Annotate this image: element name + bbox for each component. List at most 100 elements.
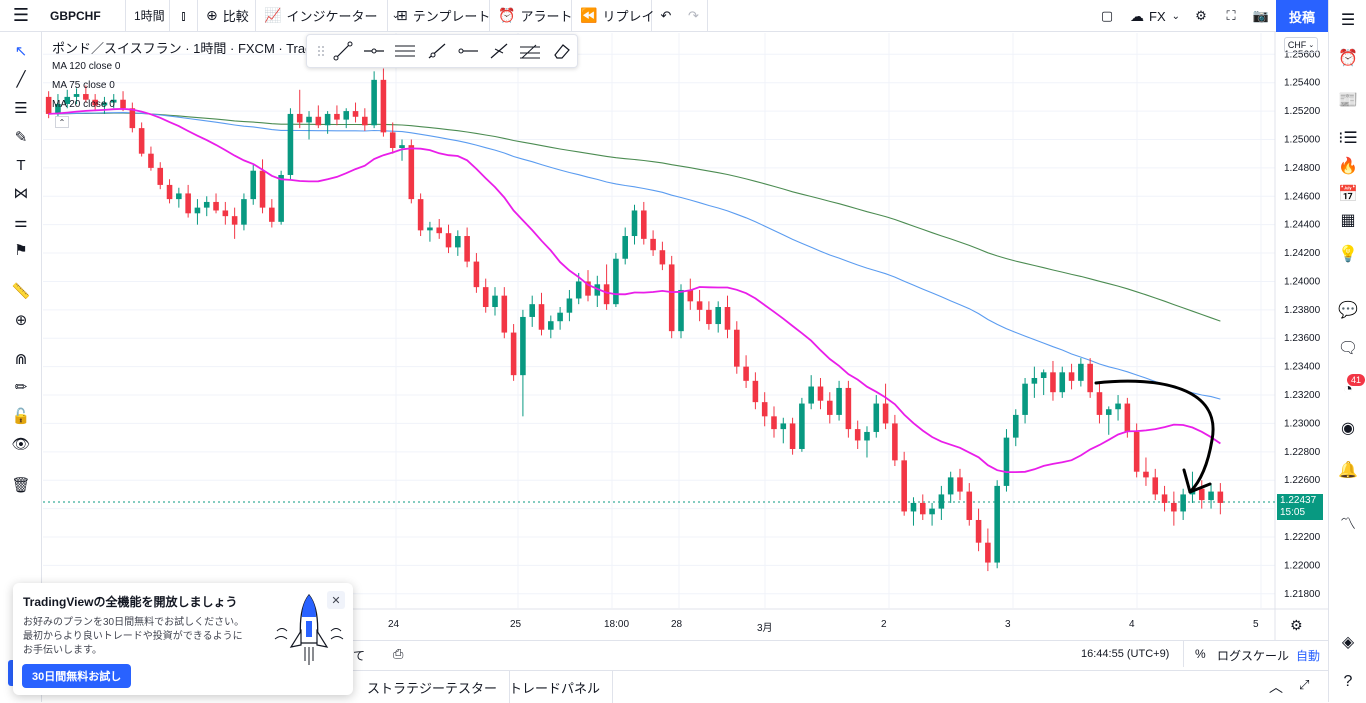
collapse-legend-button[interactable]: ⌃ — [55, 116, 69, 128]
ma120-legend[interactable]: MA 120 close 0 — [52, 61, 121, 72]
goto-date-icon[interactable]: ⎙ — [393, 646, 404, 661]
remove-tool[interactable]: 🗑 — [0, 472, 42, 498]
ma75-legend[interactable]: MA 75 close 0 — [52, 80, 115, 91]
notifications-button[interactable]: ◔ 41 — [1329, 374, 1366, 404]
calendar-grid-button[interactable]: ▦ — [1329, 206, 1366, 234]
pattern-tool[interactable]: ⋈ — [0, 180, 42, 206]
magnet-tool[interactable]: ⋒ — [0, 346, 42, 372]
ray-icon[interactable] — [421, 37, 452, 65]
compare-button[interactable]: ⊕ 比較 — [198, 0, 256, 32]
cursor-icon: ↖ — [14, 43, 28, 60]
post-button[interactable]: 投稿 — [1276, 0, 1328, 32]
help-button[interactable]: ? — [1329, 668, 1366, 696]
ma20-legend[interactable]: MA 20 close 0 — [52, 99, 115, 110]
auto-scale-toggle[interactable]: 自動 — [1296, 649, 1321, 663]
candle-body — [557, 312, 563, 322]
tab-trade-panel[interactable]: トレードパネル — [497, 671, 614, 703]
fx-button[interactable]: ☁ FX ⌄ — [1122, 0, 1186, 32]
info-line-icon[interactable] — [483, 37, 514, 65]
text-tool[interactable]: T — [0, 152, 42, 178]
object-tree-button[interactable]: ⁝☰ — [1329, 124, 1366, 152]
eraser-icon[interactable] — [546, 37, 577, 65]
redo-button[interactable]: ↷ — [680, 0, 708, 32]
news-button[interactable]: 📰 — [1329, 86, 1366, 114]
cursor-tool[interactable]: ↖ — [0, 38, 42, 64]
alert-bell-button[interactable]: 🔔 — [1329, 456, 1366, 484]
templates-button[interactable]: ⊞ テンプレート — [388, 0, 490, 32]
fib-tool[interactable]: ☰ — [0, 95, 42, 121]
axis-settings-button[interactable]: ⚙ — [1290, 617, 1303, 634]
close-icon: ✕ — [331, 594, 341, 607]
lock-tool[interactable]: 🔓 — [0, 403, 42, 429]
undo-button[interactable]: ↶ — [652, 0, 680, 32]
layers-button[interactable]: ◈ — [1329, 628, 1366, 656]
trendline-tool[interactable]: ╱ — [0, 66, 42, 92]
price-tick-label: 1.23600 — [1284, 333, 1321, 344]
drag-handle-icon[interactable] — [317, 37, 327, 65]
collapse-panel-button[interactable]: ︿ — [1269, 677, 1283, 697]
chat-button[interactable]: 💬 — [1329, 296, 1366, 324]
trendline-icon: ╱ — [16, 71, 26, 88]
candle-body — [306, 116, 312, 123]
streams-button[interactable]: ◉ — [1329, 414, 1366, 442]
stay-drawing-tool[interactable]: ✏ — [0, 374, 42, 400]
candle-body — [845, 387, 852, 430]
candle-body — [696, 301, 703, 310]
settings-button[interactable]: ⚙ — [1186, 0, 1216, 32]
fullscreen-button[interactable]: ⛶ — [1216, 0, 1246, 32]
time-tick-label: 3月 — [757, 623, 773, 634]
indicators-button[interactable]: 📈 インジケーター ⌄ — [256, 0, 400, 32]
hotlist-button[interactable]: 🔥 — [1329, 152, 1366, 180]
symbol-search[interactable]: GBPCHF — [42, 0, 126, 32]
icons-tool[interactable]: ⚑ — [0, 237, 42, 263]
messages-button[interactable]: 🗨 — [1329, 334, 1366, 362]
snapshot-button[interactable]: 📷 — [1246, 0, 1276, 32]
floating-drawing-toolbar — [306, 34, 578, 68]
tab-strategy-tester[interactable]: ストラテジーテスター — [355, 671, 511, 703]
replay-button[interactable]: ⏪ リプレイ — [572, 0, 654, 32]
zoom-tool[interactable]: ⊕ — [0, 307, 42, 333]
watchlist-button[interactable]: ☰ — [1329, 6, 1366, 34]
trade-button[interactable]: 〽 — [1329, 508, 1366, 536]
ideas-button[interactable]: 💡 — [1329, 240, 1366, 268]
candle-body — [687, 289, 694, 302]
currency-selector[interactable]: CHF ⌄ — [1284, 37, 1318, 53]
annotation-arrow[interactable] — [1094, 379, 1215, 494]
alert-button[interactable]: ⏰ アラート — [490, 0, 572, 32]
calendar-button[interactable]: 📅 — [1329, 180, 1366, 208]
brush-tool[interactable]: ✎ — [0, 124, 42, 150]
log-scale-toggle[interactable]: ログスケール — [1217, 649, 1290, 663]
ma20-path — [48, 107, 1221, 473]
candle-body — [826, 400, 833, 415]
percent-toggle[interactable]: % — [1195, 647, 1206, 661]
fib-retracement-icon[interactable] — [514, 37, 545, 65]
forecast-tool[interactable]: ⚌ — [0, 209, 42, 235]
candle-body — [73, 94, 80, 97]
help-icon: ? — [1343, 673, 1353, 690]
visibility-tool[interactable]: 👁 — [0, 431, 42, 457]
measure-tool[interactable]: 📏 — [0, 278, 42, 304]
candles-icon: ⫾ — [181, 7, 186, 23]
chart-type-button[interactable]: ⫾ — [170, 0, 198, 32]
horizontal-ray-icon[interactable] — [358, 37, 389, 65]
date-range-partial[interactable]: て — [353, 649, 366, 663]
currency-label: CHF — [1287, 40, 1307, 50]
maximize-panel-button[interactable]: ⤢ — [1299, 677, 1309, 693]
horizontal-line-icon[interactable] — [452, 37, 483, 65]
parallel-channel-icon[interactable] — [389, 37, 420, 65]
candle-body — [985, 542, 991, 563]
price-tick-label: 1.25400 — [1284, 78, 1321, 89]
trendline-draw-icon[interactable] — [327, 37, 358, 65]
clock-time[interactable]: 16:44:55 (UTC+9) — [1081, 648, 1170, 660]
flag-icon: ⚑ — [14, 242, 28, 259]
menu-icon[interactable]: ☰ — [12, 5, 30, 25]
candle-body — [473, 261, 480, 288]
candle-body — [1031, 378, 1038, 384]
candle-body — [724, 307, 731, 330]
interval-button[interactable]: 1時間 — [126, 0, 170, 32]
price-chart[interactable]: 1.25600 1.25400 1.25200 1.25000 1.24800 1.246… — [0, 0, 1328, 702]
layout-button[interactable]: ▢ — [1092, 0, 1122, 32]
close-promo-button[interactable]: ✕ — [327, 591, 345, 609]
alerts-button[interactable]: ⏰ — [1329, 44, 1366, 72]
free-trial-button[interactable]: 30日間無料お試し — [22, 664, 132, 688]
